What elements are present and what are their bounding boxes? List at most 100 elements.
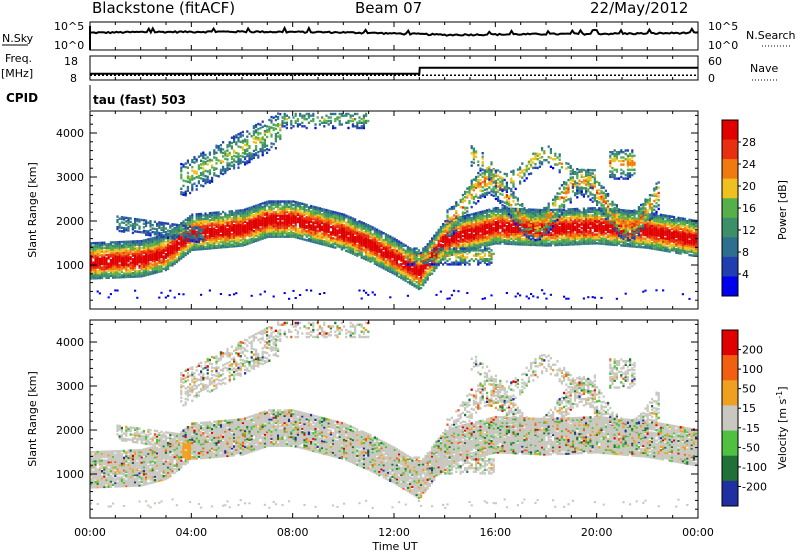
power-cell (272, 235, 275, 238)
power-cell (325, 226, 328, 229)
power-cell (360, 297, 363, 300)
power-cell (444, 223, 447, 226)
power-cell (477, 220, 480, 223)
power-cell (371, 233, 374, 236)
power-cell (393, 258, 396, 262)
power-cell (395, 253, 398, 256)
power-cell (329, 231, 332, 234)
power-cell (266, 144, 269, 147)
power-cell (250, 220, 253, 223)
power-cell (244, 226, 247, 229)
power-cell (184, 226, 187, 230)
power-cell (184, 246, 187, 250)
power-cell (347, 231, 350, 234)
power-cell (435, 261, 438, 264)
power-cell (116, 265, 119, 268)
power-cell (466, 213, 469, 217)
power-cell (376, 235, 379, 238)
power-cell (497, 221, 500, 224)
power-cell (230, 222, 233, 225)
power-cell (129, 268, 132, 271)
power-cell (472, 185, 475, 188)
power-cell (464, 218, 467, 221)
power-cell (481, 217, 484, 220)
power-cell (173, 223, 176, 226)
power-cell (151, 259, 154, 263)
power-cell (200, 163, 203, 166)
power-cell (360, 126, 363, 130)
power-cell (490, 258, 493, 261)
power-cell (332, 233, 335, 236)
power-cell (446, 242, 449, 245)
power-cell (477, 243, 480, 246)
power-cell (200, 232, 203, 235)
power-cell (393, 267, 396, 270)
power-cell (301, 216, 304, 220)
power-cell (439, 250, 442, 254)
power-cell (305, 210, 308, 214)
power-cell (369, 251, 372, 254)
power-cell (444, 237, 447, 241)
power-cell (340, 227, 343, 230)
power-cell (494, 192, 497, 195)
power-cell (272, 230, 275, 233)
power-cell (334, 211, 337, 214)
power-cell (195, 231, 198, 235)
power-cell (237, 209, 240, 212)
power-cell (200, 230, 203, 233)
power-cell (466, 219, 469, 223)
power-cell (103, 264, 106, 267)
power-cell (213, 151, 216, 154)
power-cell (472, 183, 475, 187)
power-cell (101, 266, 104, 269)
power-cell (98, 262, 101, 266)
power-cell (241, 226, 244, 230)
power-cell (114, 269, 117, 272)
power-cell (479, 226, 482, 230)
power-cell (288, 223, 291, 226)
power-cell (204, 237, 207, 240)
power-cell (266, 218, 269, 221)
power-cell (219, 237, 222, 240)
power-cell (169, 229, 172, 233)
power-cell (217, 241, 220, 244)
power-cell (367, 243, 370, 246)
power-cell (237, 220, 240, 223)
power-cell (123, 221, 126, 224)
power-cell (217, 235, 220, 239)
power-cell (178, 293, 181, 296)
power-cell (94, 247, 97, 250)
power-cell (459, 244, 462, 247)
power-cell (200, 154, 203, 157)
power-cell (105, 262, 108, 265)
power-cell (332, 219, 335, 222)
power-cell (360, 121, 363, 124)
power-cell (486, 218, 489, 221)
power-cell (263, 133, 266, 136)
power-cell (307, 234, 310, 237)
power-cell (268, 233, 271, 237)
power-cell (424, 272, 427, 275)
power-cell (334, 214, 337, 218)
power-cell (246, 142, 249, 145)
power-cell (422, 284, 425, 287)
power-cell (261, 225, 264, 228)
power-cell (215, 167, 218, 170)
power-cell (202, 231, 205, 235)
power-cell (239, 161, 242, 165)
power-cell (219, 218, 222, 221)
power-cell (162, 264, 165, 267)
power-cell (358, 244, 361, 248)
power-cell (356, 235, 359, 238)
power-cell (211, 240, 214, 243)
power-cell (266, 213, 269, 216)
power-cell (114, 263, 117, 267)
power-cell (217, 220, 220, 223)
power-cell (116, 255, 119, 258)
power-cell (501, 189, 504, 192)
power-cell (343, 225, 346, 229)
power-cell (160, 240, 163, 243)
power-cell (446, 221, 449, 224)
power-cell (208, 153, 211, 156)
power-cell (197, 230, 200, 233)
